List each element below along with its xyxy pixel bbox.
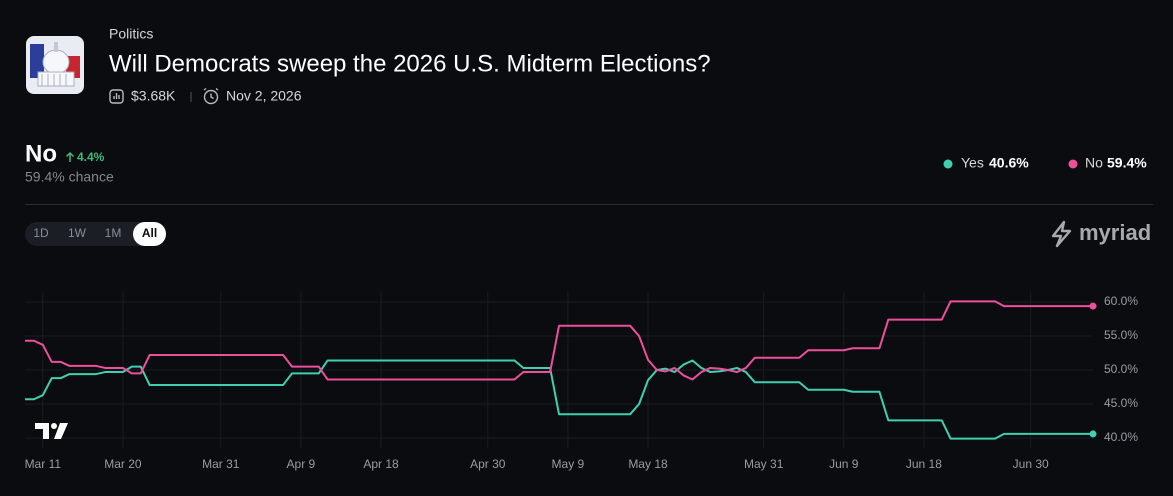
outcome-name: No	[25, 140, 57, 167]
market-title: Will Democrats sweep the 2026 U.S. Midte…	[109, 50, 711, 77]
legend-dot	[1068, 159, 1078, 169]
volume-icon	[109, 89, 124, 104]
end-point	[1089, 430, 1097, 438]
end-point	[1089, 302, 1097, 310]
range-button[interactable]: 1W	[68, 226, 87, 240]
legend-value: 40.6%	[989, 155, 1029, 171]
tradingview-logo	[35, 423, 68, 439]
legend-name: Yes	[961, 155, 984, 171]
x-tick-label: Jun 30	[1013, 457, 1049, 471]
series-line	[25, 359, 1093, 440]
brand: myriad	[1051, 220, 1151, 248]
range-button[interactable]: 1D	[33, 226, 49, 240]
y-tick-label: 40.0%	[1104, 430, 1138, 444]
legend-dot	[943, 159, 953, 169]
range-button[interactable]: All	[142, 226, 157, 240]
x-tick-label: Jun 18	[906, 457, 942, 471]
end-date: Nov 2, 2026	[226, 88, 302, 104]
x-tick-label: May 31	[744, 457, 784, 471]
y-tick-label: 55.0%	[1104, 328, 1138, 342]
x-tick-label: Jun 9	[829, 457, 859, 471]
category: Politics	[109, 26, 153, 42]
clock-icon	[203, 87, 219, 105]
legend: Yes 40.6% No 59.4%	[943, 155, 1147, 171]
x-tick-label: Mar 11	[25, 457, 62, 471]
market-icon	[26, 36, 84, 94]
change: 4.4%	[77, 150, 105, 164]
volume: $3.68K	[131, 88, 176, 104]
plot: 40.0% 45.0% 50.0% 55.0% 60.0% Mar 11 Mar 20 Mar…	[25, 291, 1138, 471]
x-tick-label: Apr 9	[287, 457, 316, 471]
y-tick-label: 45.0%	[1104, 396, 1138, 410]
x-tick-label: Mar 20	[104, 457, 142, 471]
x-tick-label: Apr 18	[363, 457, 399, 471]
range-selector: 1D 1W 1M All	[25, 222, 166, 246]
x-tick-label: Apr 30	[470, 457, 506, 471]
x-tick-label: May 9	[552, 457, 585, 471]
y-tick-label: 50.0%	[1104, 362, 1138, 376]
legend-value: 59.4%	[1107, 155, 1147, 171]
x-tick-label: Mar 31	[202, 457, 240, 471]
change-arrow	[65, 151, 75, 162]
range-button-active[interactable]	[133, 222, 166, 246]
y-tick-label: 60.0%	[1104, 294, 1138, 308]
series-line	[25, 300, 1093, 381]
brand-name: myriad	[1079, 220, 1151, 245]
range-button[interactable]: 1M	[105, 226, 122, 240]
chance: 59.4% chance	[25, 169, 114, 185]
legend-name: No	[1085, 155, 1103, 171]
x-tick-label: May 18	[628, 457, 668, 471]
